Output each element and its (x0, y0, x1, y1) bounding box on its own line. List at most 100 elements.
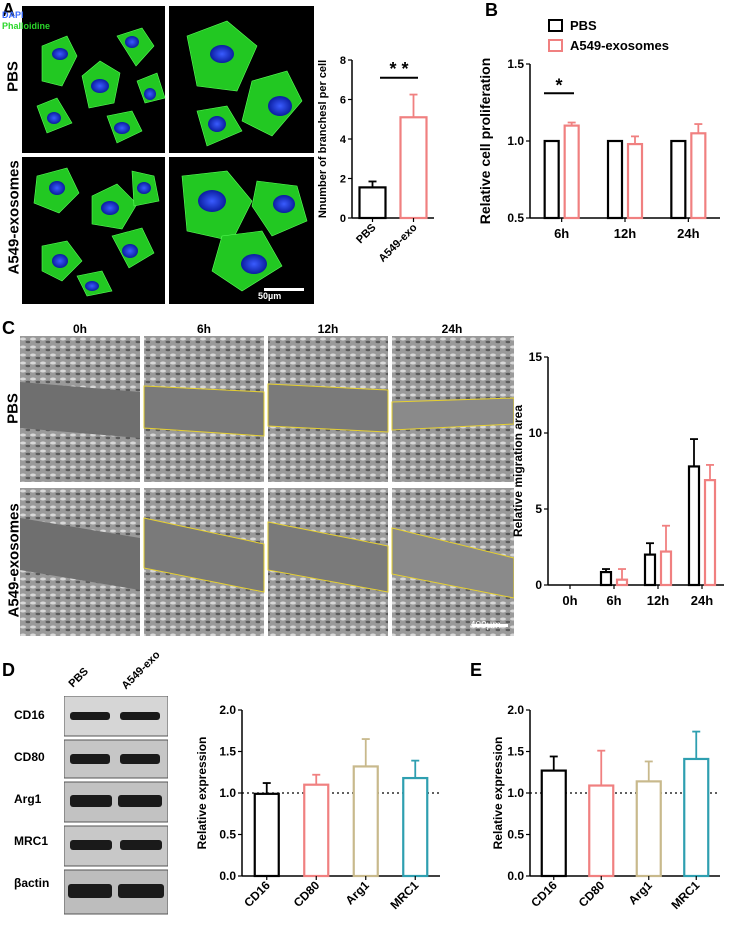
x-tick-label: 12h (647, 593, 669, 608)
panel-c-col-label-0h: 0h (72, 322, 87, 336)
y-tick-label: 2.0 (219, 703, 236, 717)
y-tick-label: 0.5 (507, 828, 524, 842)
bar (659, 550, 673, 587)
bar (615, 578, 629, 587)
panel-a-scale-bar: 50µm (258, 291, 282, 301)
panel-c-col-label-24h: 24h (441, 322, 463, 336)
panel-label-c: C (2, 318, 15, 338)
y-tick-label: 0.5 (507, 211, 524, 225)
panel-d-band-label-cd16: CD16 (14, 708, 45, 722)
y-tick-label: 1.0 (219, 786, 236, 800)
panel-d-lane-label-exo: A549-exo (119, 648, 163, 692)
legend-swatch-pbs (548, 19, 563, 32)
y-tick-label: 10 (529, 426, 543, 440)
x-tick-label: CD80 (291, 878, 323, 910)
chart-e: 0.0 0.5 1.0 1.5 2.0 Relative expression CD16 CD… (491, 703, 720, 912)
panel-c-wound-images (20, 336, 514, 636)
panel-d-band-label-mrc1: MRC1 (14, 834, 49, 848)
chart-c: 0 5 10 15 Relative migration area 0h 6h 12h 24h (512, 350, 724, 608)
x-tick-label: 24h (677, 226, 699, 241)
panel-d-western-blot (64, 696, 168, 915)
bar (670, 139, 687, 220)
bar (687, 465, 701, 587)
chart-a: 0 2 4 6 8 Nnumber of branchesl per cell PBSA54… (317, 55, 434, 265)
chart-d: 0.0 0.5 1.0 1.5 2.0 Relative expression CD16 CD… (195, 703, 440, 912)
bar (543, 139, 560, 220)
panel-c-row-label-pbs: PBS (4, 393, 22, 424)
y-tick-label: 1.5 (219, 745, 236, 759)
y-tick-label: 1.5 (507, 745, 524, 759)
y-tick-label: 0 (535, 578, 542, 592)
y-tick-label: 0.0 (219, 869, 236, 883)
panel-a-row-label-exo: A549-exosomes (5, 160, 23, 275)
y-tick-label: 0.5 (219, 828, 236, 842)
bar (540, 769, 567, 878)
y-tick-label: 1.5 (507, 57, 524, 71)
panel-c-col-label-12h: 12h (317, 322, 339, 336)
panel-d-band-label-cd80: CD80 (14, 750, 45, 764)
bar (303, 783, 330, 878)
bar (399, 116, 428, 220)
panel-a-row-label-pbs: PBS (4, 61, 22, 92)
bar (599, 570, 613, 587)
bar (643, 553, 657, 587)
y-tick-label: 15 (529, 350, 543, 364)
x-tick-label: 24h (691, 593, 713, 608)
x-tick-label: CD80 (576, 878, 608, 910)
bar (606, 139, 624, 220)
y-axis-label: Relative cell proliferation (477, 58, 493, 225)
y-tick-label: 6 (340, 95, 346, 107)
bar (683, 757, 710, 878)
y-tick-label: 0.0 (507, 869, 524, 883)
y-tick-label: 4 (340, 134, 347, 146)
y-tick-label: 5 (535, 502, 542, 516)
x-tick-label: MRC1 (387, 878, 421, 912)
y-tick-label: 2 (340, 174, 346, 186)
panel-d-band-label-bactin: βactin (14, 876, 50, 890)
significance-marker: * * (389, 59, 408, 79)
bar (635, 780, 662, 878)
legend-label-pbs: PBS (570, 18, 597, 33)
x-tick-label: CD16 (528, 878, 560, 910)
x-tick-label: 6h (606, 593, 621, 608)
panel-d-lane-label-pbs: PBS (66, 665, 91, 690)
panel-label-e: E (470, 660, 483, 680)
y-axis-label: Nnumber of branchesl per cell (317, 60, 329, 218)
x-tick-label: PBS (354, 222, 378, 246)
panel-label-b: B (485, 0, 498, 20)
legend-label-exo: A549-exosomes (570, 38, 669, 53)
bar (703, 479, 717, 587)
bar (563, 124, 580, 220)
panel-a-fluorescence-images (22, 6, 314, 304)
panel-label-a: A (2, 0, 15, 20)
bar (402, 776, 429, 878)
bar (588, 784, 615, 878)
x-tick-label: A549-exo (377, 221, 420, 264)
x-tick-label: 12h (614, 226, 636, 241)
y-axis-label: Relative expression (491, 737, 505, 850)
y-tick-label: 2.0 (507, 703, 524, 717)
y-tick-label: 1.0 (507, 786, 524, 800)
x-tick-label: 6h (554, 226, 569, 241)
y-tick-label: 8 (340, 55, 346, 67)
panel-a-legend-phalloidine: Phalloidine (2, 21, 51, 31)
x-tick-label: 0h (562, 593, 577, 608)
x-tick-label: MRC1 (668, 878, 702, 912)
y-axis-label: Relative expression (195, 737, 209, 850)
significance-marker: * (555, 75, 562, 95)
legend-swatch-exo (548, 39, 563, 52)
bar (626, 142, 644, 220)
y-tick-label: 0 (340, 213, 346, 225)
y-tick-label: 1.0 (507, 134, 524, 148)
panel-c-scale-bar: 400µm (470, 620, 501, 631)
panel-c-col-label-6h: 6h (196, 322, 211, 336)
bar (253, 792, 280, 878)
x-tick-label: Arg1 (343, 878, 372, 907)
panel-label-d: D (2, 660, 15, 680)
panel-d-band-label-arg1: Arg1 (14, 792, 42, 806)
panel-a-legend-dapi: DAPI (2, 10, 24, 20)
x-tick-label: Arg1 (626, 878, 655, 907)
bar (358, 186, 387, 220)
y-axis-label: Relative migration area (512, 405, 525, 537)
bar (690, 132, 707, 220)
